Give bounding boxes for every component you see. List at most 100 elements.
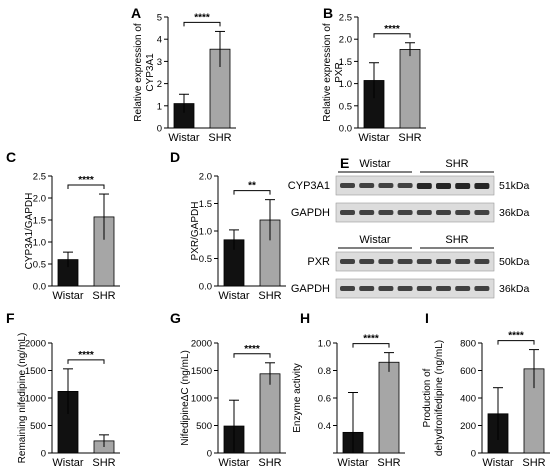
blot-band: [378, 259, 394, 264]
category-label: Wistar: [337, 457, 369, 466]
blot-band: [359, 183, 375, 188]
category-label: Wistar: [52, 290, 84, 302]
y-tick-label: 0: [157, 124, 162, 135]
significance-marker: **: [248, 181, 256, 192]
y-axis-title: Production ofdehydronifedipine (ng/mL): [422, 340, 445, 456]
y-tick-label: 2.0: [33, 194, 46, 205]
y-tick-label: 0.0: [339, 124, 352, 135]
y-tick-label: 2.5: [33, 172, 46, 183]
significance-marker: ****: [78, 175, 94, 186]
significance-marker: ****: [384, 24, 400, 35]
y-axis-title: CYP3A1/GAPDH: [24, 193, 35, 270]
blot-band: [416, 210, 432, 215]
category-label: Wistar: [358, 132, 390, 144]
panel-letter: G: [170, 310, 181, 326]
y-tick-label: 2000: [25, 339, 46, 350]
bar-shr: [399, 49, 421, 129]
group-label: SHR: [445, 234, 468, 246]
blot-band: [378, 210, 394, 215]
panel-letter: E: [340, 155, 349, 171]
blot-band: [436, 210, 451, 215]
y-axis-title: NifedipineΔC (ng/mL): [180, 350, 191, 446]
category-label: SHR: [258, 290, 281, 302]
y-tick-label: 400: [460, 394, 476, 405]
significance-bracket: [233, 190, 271, 195]
blot-band: [455, 259, 471, 264]
category-label: SHR: [398, 132, 421, 144]
bar-shr: [259, 373, 281, 454]
y-tick-label: 0.0: [33, 282, 46, 293]
y-axis-title-text: Production ofdehydronifedipine (ng/mL): [422, 340, 445, 456]
y-axis-title-text: Relative expression ofCYP3A1: [133, 23, 156, 122]
blot-band: [455, 286, 471, 291]
chart-panel-h: H 0.4 0.6 0.8 1.0 Wistar SHR **** Enzyme activit…: [292, 310, 405, 466]
y-tick-label: 800: [460, 339, 476, 350]
blot-band: [397, 210, 413, 215]
y-tick-label: 5: [157, 13, 162, 24]
y-tick-label: 0.5: [339, 101, 352, 112]
y-tick-label: 1000: [191, 394, 212, 405]
blot-strip: [335, 251, 495, 272]
y-tick-label: 1.0: [33, 238, 46, 249]
blot-band: [436, 259, 451, 264]
blot-band: [359, 286, 375, 291]
kda-label: 51kDa: [499, 180, 530, 192]
significance-marker: ****: [78, 350, 94, 361]
panel-letter: H: [300, 310, 310, 326]
blot-band: [474, 210, 490, 215]
y-tick-label: 3: [157, 57, 162, 68]
y-tick-label: 1500: [25, 366, 46, 377]
protein-label: GAPDH: [291, 207, 330, 219]
category-label: Wistar: [218, 290, 250, 302]
blot-band: [340, 259, 355, 264]
y-tick-label: 0.8: [318, 366, 331, 377]
blot-band: [416, 183, 432, 189]
panel-letter: C: [6, 149, 16, 165]
category-label: Wistar: [168, 132, 200, 144]
y-tick-label: 1.5: [199, 199, 212, 210]
category-label: SHR: [377, 457, 400, 466]
y-tick-label: 4: [157, 35, 162, 46]
kda-label: 36kDa: [499, 207, 530, 219]
group-label: SHR: [445, 158, 468, 170]
blot-strip: [335, 175, 495, 196]
kda-label: 50kDa: [499, 256, 530, 268]
blot-band: [340, 286, 355, 291]
significance-bracket: [352, 343, 390, 348]
kda-label: 36kDa: [499, 283, 530, 295]
y-axis-title: Remaining nifedipine (ng/mL): [17, 333, 28, 464]
y-tick-label: 0.4: [318, 421, 331, 432]
y-tick-label: 0: [471, 449, 476, 460]
blot-band: [397, 259, 413, 264]
y-tick-label: 1000: [25, 394, 46, 405]
significance-bracket: [183, 21, 221, 27]
blot-band: [378, 183, 394, 188]
y-tick-label: 2: [157, 79, 162, 90]
y-tick-label: 1.0: [199, 227, 212, 238]
panel-letter: A: [131, 5, 141, 21]
y-tick-label: 0: [41, 449, 46, 460]
y-tick-label: 500: [196, 421, 212, 432]
chart-panel-c: C 0.0 0.5 1.0 1.5 2.0 2.5 Wistar SHR **** CYP3A1/G…: [6, 149, 120, 302]
y-tick-label: 600: [460, 366, 476, 377]
y-tick-label: 0.0: [199, 282, 212, 293]
panel-letter: D: [170, 149, 180, 165]
blot-strip: [335, 278, 495, 299]
bar-shr: [378, 361, 400, 454]
y-axis-title-text: CYP3A1/GAPDH: [24, 193, 35, 270]
blot-band: [474, 259, 490, 264]
y-axis-title: Enzyme activity: [292, 363, 303, 432]
significance-marker: ****: [508, 331, 524, 342]
blot-band: [359, 259, 375, 264]
y-axis-title-text: NifedipineΔC (ng/mL): [180, 350, 191, 446]
panel-letter: F: [6, 310, 15, 326]
blot-band: [474, 286, 490, 291]
blot-band: [340, 183, 355, 188]
group-label: Wistar: [359, 234, 391, 246]
category-label: Wistar: [52, 457, 84, 466]
group-label: Wistar: [359, 158, 391, 170]
chart-panel-a: A 0 1 2 3 4 5 Wistar SHR **** Relative expression …: [131, 5, 236, 144]
y-axis-title: Relative expression ofCYP3A1: [133, 23, 156, 122]
y-tick-label: 200: [460, 421, 476, 432]
significance-bracket: [67, 184, 105, 190]
